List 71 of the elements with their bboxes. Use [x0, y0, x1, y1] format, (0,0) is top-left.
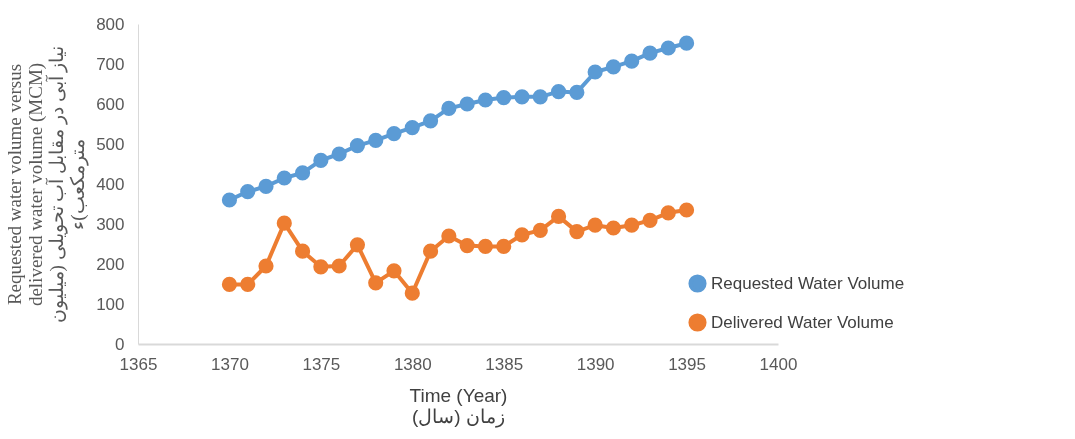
- point: [276, 215, 292, 231]
- point: [477, 238, 494, 254]
- x-tick-label: 1385: [485, 354, 524, 374]
- y-tick-label: 200: [96, 254, 125, 274]
- point: [422, 113, 439, 129]
- point: [624, 53, 640, 69]
- point: [368, 132, 384, 148]
- point: [514, 89, 530, 105]
- x-tick-label: 1380: [393, 354, 432, 374]
- point: [422, 243, 439, 259]
- y-tick-label: 800: [96, 14, 125, 34]
- point: [660, 40, 676, 56]
- x-tick-label: 1375: [302, 354, 341, 374]
- point: [532, 222, 548, 238]
- point: [294, 243, 311, 259]
- point: [550, 84, 567, 100]
- point: [678, 35, 695, 51]
- point: [240, 276, 256, 292]
- point: [331, 258, 347, 274]
- point: [532, 89, 548, 105]
- point: [624, 217, 640, 233]
- point: [605, 59, 622, 75]
- point: [514, 227, 530, 243]
- y-tick-label: 700: [96, 54, 125, 74]
- y-tick-label: 400: [96, 174, 125, 194]
- point: [349, 138, 366, 154]
- point: [660, 205, 676, 221]
- point: [294, 165, 311, 181]
- point: [587, 64, 603, 80]
- point: [459, 238, 475, 254]
- x-tick-label: 1370: [211, 354, 249, 374]
- point: [258, 178, 274, 194]
- point: [550, 208, 567, 224]
- y-tick-label: 0: [115, 334, 125, 354]
- x-tick-label: 1390: [576, 354, 615, 374]
- point: [386, 263, 402, 279]
- point: [477, 92, 494, 108]
- y-tick-label: 300: [96, 214, 125, 234]
- point: [605, 220, 622, 236]
- point: [441, 100, 457, 116]
- point: [569, 84, 585, 100]
- point: [496, 238, 512, 254]
- point: [642, 212, 658, 228]
- point: [404, 285, 420, 301]
- point: [313, 152, 329, 168]
- point: [221, 276, 238, 292]
- x-tick-label: 1365: [119, 354, 158, 374]
- point: [386, 126, 402, 142]
- y-tick-label: 600: [96, 94, 125, 114]
- x-tick-label: 1400: [759, 354, 798, 374]
- legend-label: Delivered Water Volume: [711, 312, 894, 332]
- point: [258, 258, 274, 274]
- point: [240, 184, 256, 200]
- point: [642, 45, 658, 61]
- point: [404, 120, 420, 136]
- point: [587, 217, 603, 233]
- point: [368, 275, 384, 291]
- point: [331, 146, 347, 162]
- point: [441, 228, 457, 244]
- y-tick-label: 100: [96, 294, 125, 314]
- point: [569, 224, 585, 240]
- point: [496, 90, 512, 106]
- point: [678, 202, 695, 218]
- point: [276, 170, 292, 186]
- point: [349, 237, 366, 253]
- point: [459, 96, 475, 112]
- point: [313, 259, 329, 275]
- y-tick-label: 500: [96, 134, 125, 154]
- x-tick-label: 1395: [668, 354, 706, 374]
- point: [221, 192, 238, 208]
- legend-label: Requested Water Volume: [711, 273, 905, 293]
